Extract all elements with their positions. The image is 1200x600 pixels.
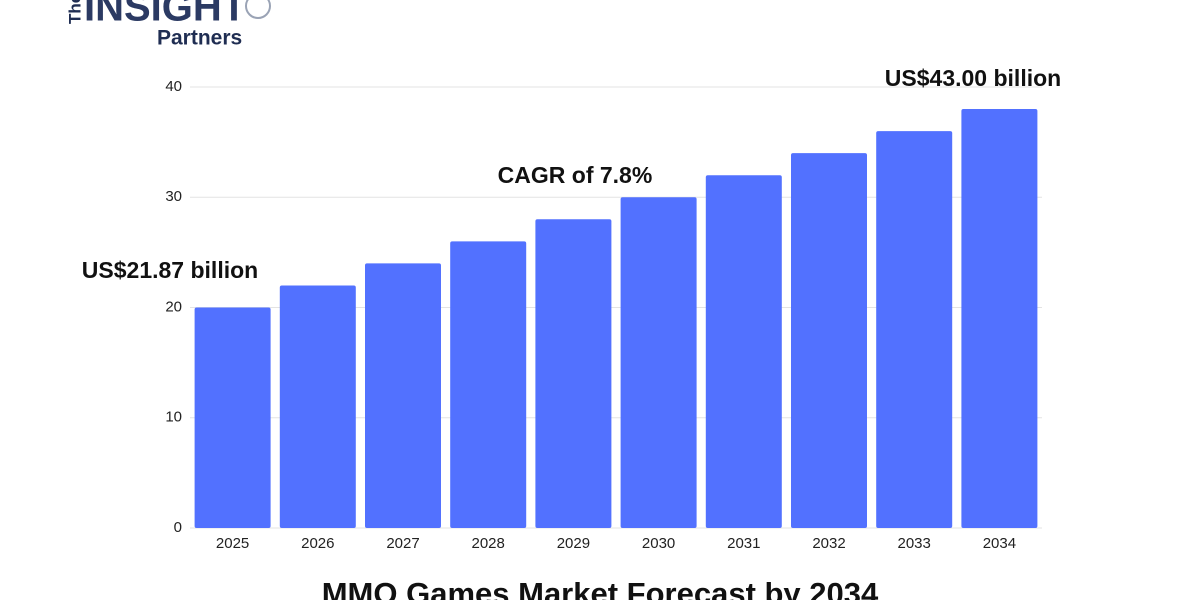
y-tick-label: 10 (165, 409, 182, 426)
x-tick-label: 2032 (812, 535, 845, 552)
y-tick-label: 30 (165, 188, 182, 205)
annotation: CAGR of 7.8% (498, 162, 653, 188)
annotation: US$21.87 billion (82, 257, 258, 283)
x-tick-label: 2028 (472, 535, 505, 552)
x-tick-label: 2030 (642, 535, 675, 552)
logo-name: INSIGHT (84, 0, 246, 30)
x-tick-label: 2027 (386, 535, 419, 552)
bar (705, 175, 782, 528)
y-tick-label: 20 (165, 298, 182, 315)
x-tick-label: 2025 (216, 535, 249, 552)
bar (279, 285, 356, 528)
bar (194, 307, 271, 528)
chart-title: MMO Games Market Forecast by 2034 (322, 576, 879, 600)
logo-suffix: Partners (157, 27, 242, 50)
y-tick-label: 0 (174, 519, 182, 536)
bar (876, 131, 953, 528)
logo-icon (245, 0, 271, 19)
x-tick-label: 2033 (898, 535, 931, 552)
bar (961, 109, 1038, 529)
x-tick-label: 2029 (557, 535, 590, 552)
y-tick-label: 40 (165, 78, 182, 95)
x-tick-label: 2034 (983, 535, 1016, 552)
bar (365, 263, 441, 528)
bar (450, 241, 527, 528)
x-tick-label: 2026 (301, 535, 334, 552)
logo: The INSIGHT Partners (65, 0, 271, 50)
bar (620, 197, 697, 528)
logo-prefix: The (65, 0, 84, 24)
annotation: US$43.00 billion (885, 65, 1061, 91)
bar (791, 153, 867, 528)
bar (535, 219, 612, 529)
x-tick-label: 2031 (727, 535, 760, 552)
